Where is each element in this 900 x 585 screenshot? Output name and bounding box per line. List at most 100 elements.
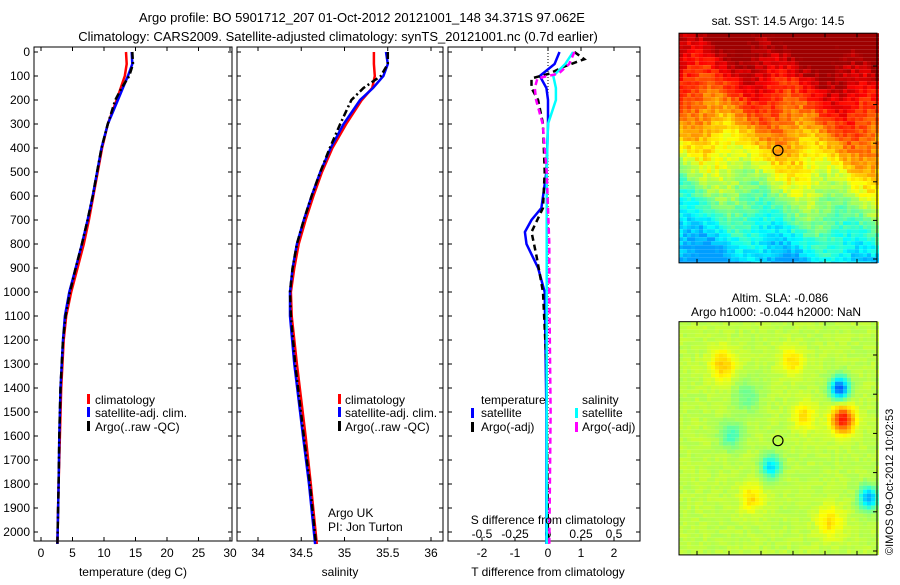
map-cell — [871, 165, 875, 169]
map-cell — [731, 125, 735, 129]
map-cell — [843, 442, 847, 446]
map-cell — [787, 137, 791, 141]
map-cell — [755, 374, 759, 378]
map-cell — [811, 165, 815, 169]
map-cell — [819, 334, 823, 338]
map-cell — [803, 454, 807, 458]
map-cell — [743, 193, 747, 197]
map-cell — [819, 109, 823, 113]
map-cell — [767, 45, 771, 49]
map-cell — [743, 245, 747, 249]
map-cell — [843, 53, 847, 57]
map-cell — [823, 402, 827, 406]
map-cell — [743, 97, 747, 101]
map-cell — [807, 201, 811, 205]
map-cell — [819, 374, 823, 378]
map-cell — [679, 37, 683, 41]
map-cell — [723, 133, 727, 137]
map-cell — [799, 322, 803, 326]
map-cell — [735, 462, 739, 466]
map-cell — [783, 366, 787, 370]
map-cell — [851, 374, 855, 378]
map-cell — [691, 342, 695, 346]
map-cell — [827, 454, 831, 458]
map-cell — [819, 181, 823, 185]
map-cell — [739, 209, 743, 213]
y-tick-label: 1300 — [3, 357, 30, 371]
map-cell — [715, 121, 719, 125]
map-cell — [743, 370, 747, 374]
map-cell — [863, 229, 867, 233]
map-cell — [803, 462, 807, 466]
map-cell — [807, 410, 811, 414]
map-cell — [867, 197, 871, 201]
map-cell — [767, 57, 771, 61]
map-cell — [783, 165, 787, 169]
map-cell — [703, 350, 707, 354]
map-cell — [863, 406, 867, 410]
map-cell — [691, 101, 695, 105]
map-cell — [683, 382, 687, 386]
map-cell — [767, 458, 771, 462]
map-cell — [823, 217, 827, 221]
map-cell — [799, 165, 803, 169]
map-cell — [839, 109, 843, 113]
y-tick-label: 800 — [10, 237, 30, 251]
map-cell — [751, 370, 755, 374]
map-cell — [851, 418, 855, 422]
map-cell — [687, 181, 691, 185]
map-cell — [859, 322, 863, 326]
map-cell — [839, 173, 843, 177]
map-cell — [735, 426, 739, 430]
map-cell — [855, 169, 859, 173]
map-cell — [839, 406, 843, 410]
map-cell — [751, 41, 755, 45]
map-cell — [703, 326, 707, 330]
map-cell — [863, 205, 867, 209]
map-cell — [715, 113, 719, 117]
map-cell — [775, 241, 779, 245]
map-cell — [775, 362, 779, 366]
map-cell — [851, 185, 855, 189]
map-cell — [799, 430, 803, 434]
map-cell — [703, 201, 707, 205]
map-cell — [871, 213, 875, 217]
map-cell — [699, 117, 703, 121]
map-cell — [691, 185, 695, 189]
map-cell — [771, 49, 775, 53]
map-cell — [851, 410, 855, 414]
map-cell — [779, 257, 783, 261]
map-cell — [855, 45, 859, 49]
map-cell — [783, 402, 787, 406]
map-cell — [735, 350, 739, 354]
map-cell — [791, 253, 795, 257]
map-cell — [827, 157, 831, 161]
map-cell — [759, 330, 763, 334]
map-cell — [835, 414, 839, 418]
map-cell — [723, 181, 727, 185]
map-cell — [747, 93, 751, 97]
map-cell — [855, 354, 859, 358]
map-cell — [751, 141, 755, 145]
map-cell — [863, 410, 867, 414]
map-cell — [683, 133, 687, 137]
map-cell — [695, 173, 699, 177]
map-cell — [787, 37, 791, 41]
map-cell — [851, 358, 855, 362]
map-cell — [831, 149, 835, 153]
map-cell — [855, 378, 859, 382]
map-cell — [727, 249, 731, 253]
map-cell — [711, 334, 715, 338]
map-cell — [871, 201, 875, 205]
map-cell — [711, 93, 715, 97]
map-cell — [723, 125, 727, 129]
map-cell — [755, 81, 759, 85]
map-cell — [811, 41, 815, 45]
map-cell — [851, 390, 855, 394]
map-cell — [811, 354, 815, 358]
map-cell — [863, 33, 867, 37]
map-cell — [731, 173, 735, 177]
map-cell — [803, 117, 807, 121]
map-cell — [703, 149, 707, 153]
map-cell — [727, 53, 731, 57]
